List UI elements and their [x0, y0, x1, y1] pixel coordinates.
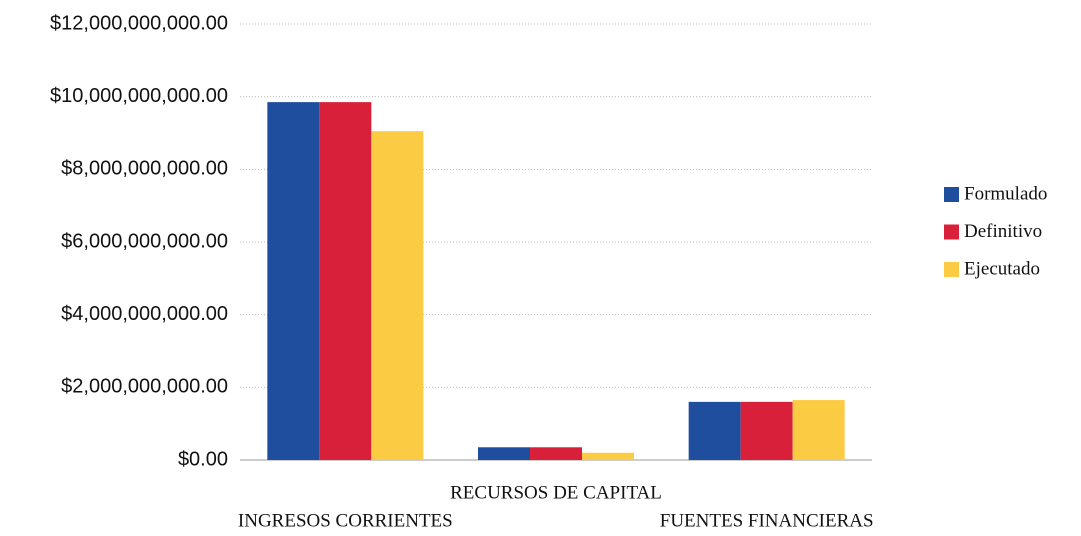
legend-swatch — [944, 187, 959, 202]
y-tick-label: $12,000,000,000.00 — [50, 12, 228, 34]
bar — [792, 400, 845, 460]
bar — [478, 447, 530, 460]
bar — [582, 452, 634, 460]
legend-label: Formulado — [964, 183, 1047, 204]
x-tick-label: RECURSOS DE CAPITAL — [450, 482, 662, 503]
legend-label: Ejecutado — [964, 258, 1040, 279]
legend-swatch — [944, 224, 959, 240]
bar — [319, 102, 372, 460]
y-tick-label: $10,000,000,000.00 — [50, 85, 228, 107]
x-tick-label: FUENTES FINANCIERAS — [660, 510, 874, 531]
bar — [740, 401, 793, 460]
y-tick-label: $2,000,000,000.00 — [61, 376, 228, 398]
bar — [688, 401, 741, 460]
bar — [371, 131, 424, 460]
bar — [530, 447, 582, 460]
legend-swatch — [944, 262, 959, 277]
y-tick-label: $0.00 — [178, 448, 228, 470]
x-tick-label: INGRESOS CORRIENTES — [238, 510, 453, 531]
y-tick-label: $8,000,000,000.00 — [61, 158, 228, 180]
y-tick-label: $4,000,000,000.00 — [61, 303, 228, 325]
legend-label: Definitivo — [964, 221, 1042, 242]
bar — [267, 102, 320, 460]
y-tick-label: $6,000,000,000.00 — [61, 230, 228, 252]
